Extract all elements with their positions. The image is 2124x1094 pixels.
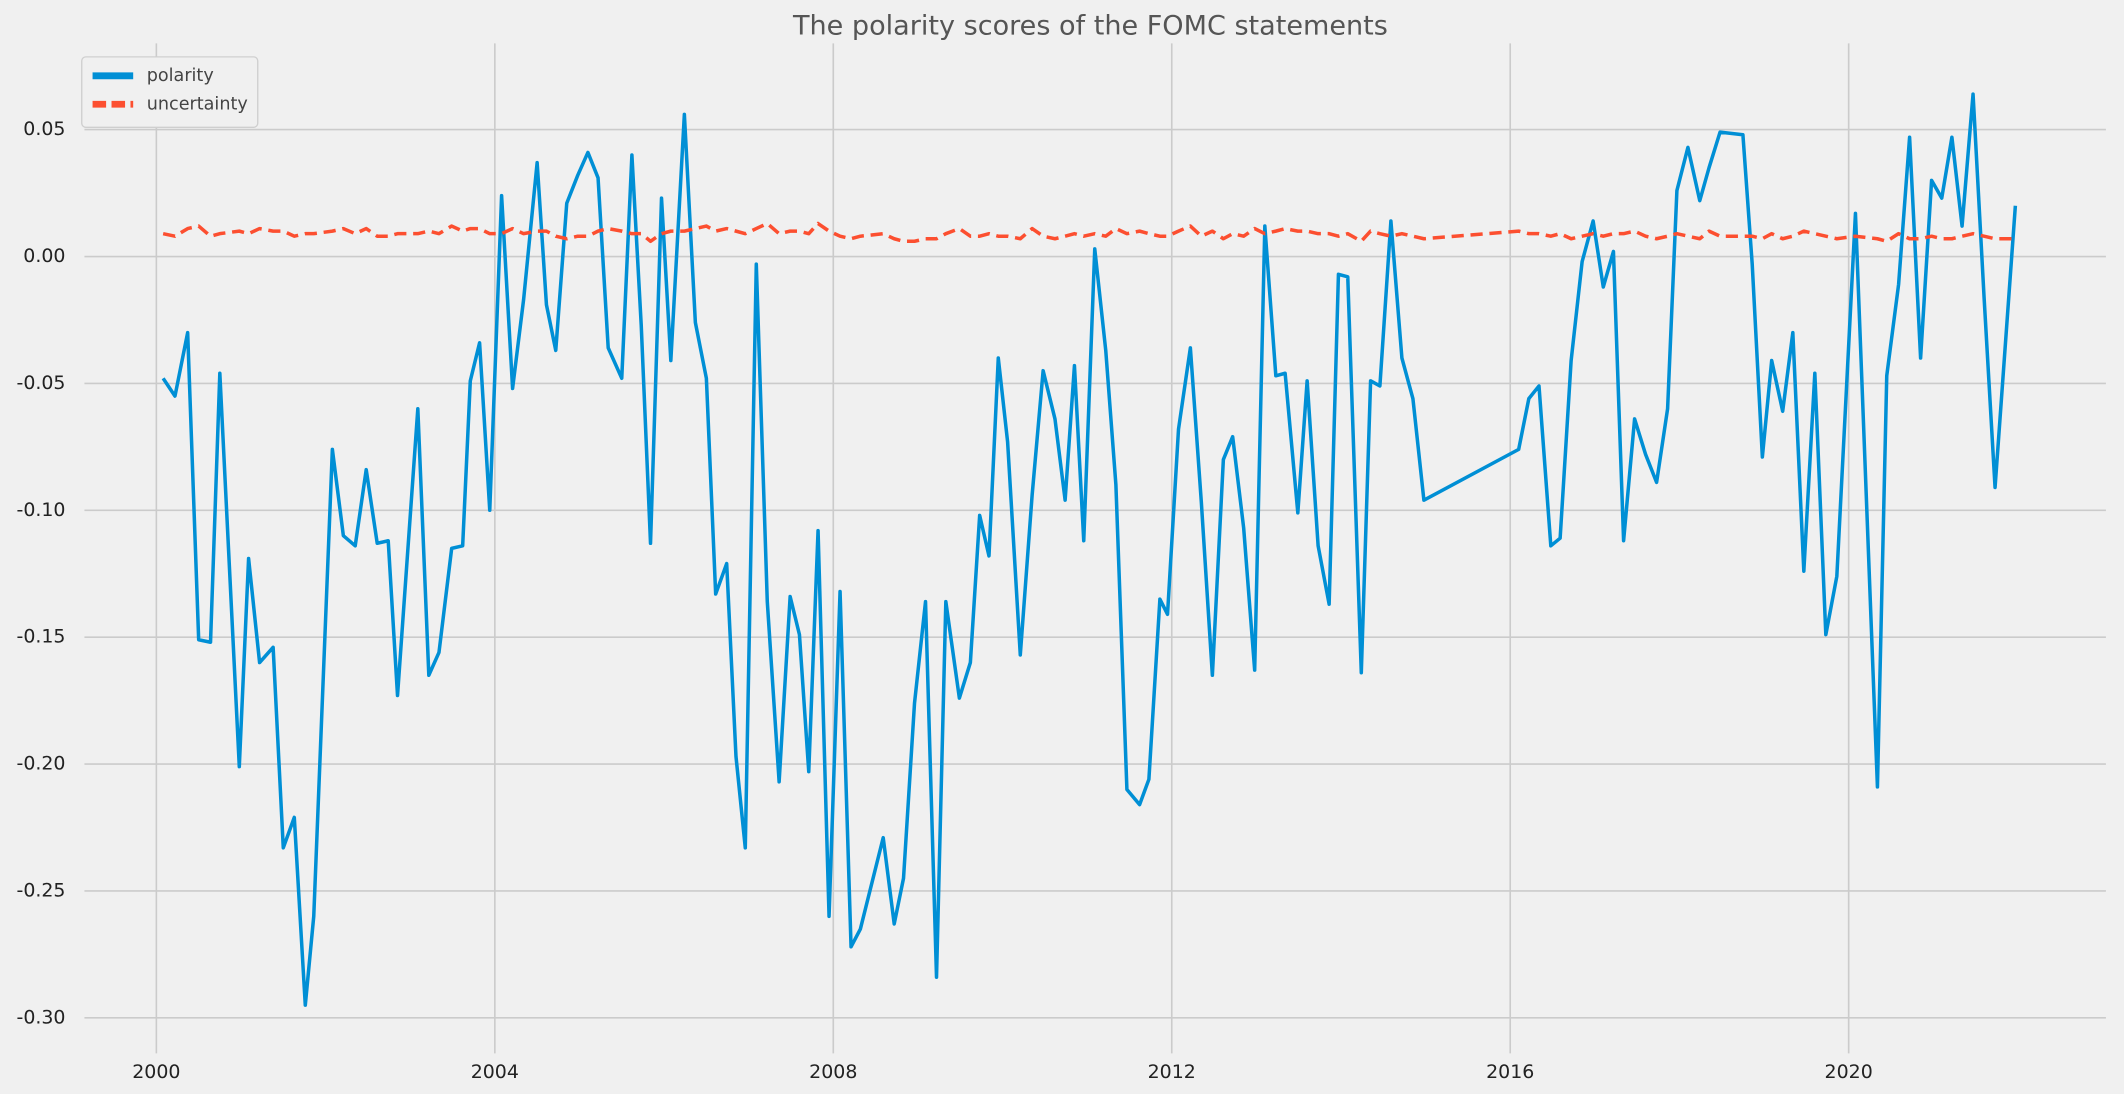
series-line [162, 221, 2016, 244]
y-tick-label: -0.05 [16, 372, 65, 394]
x-tick-label: 2016 [1486, 1061, 1534, 1083]
legend-label: polarity [147, 66, 214, 86]
series-line [161, 92, 2018, 1007]
y-tick-label: -0.25 [16, 879, 65, 901]
legend: polarity uncertainty [81, 56, 259, 128]
y-tick-label: -0.30 [16, 1006, 65, 1028]
x-tick-label: 2008 [809, 1061, 857, 1083]
x-tick-label: 2000 [132, 1061, 180, 1083]
y-tick-label: -0.10 [16, 499, 65, 521]
chart-title: The polarity scores of the FOMC statemen… [792, 11, 1388, 42]
legend-label: uncertainty [147, 94, 248, 114]
x-tick-label: 2020 [1825, 1061, 1873, 1083]
y-tick-label: -0.20 [16, 753, 65, 775]
x-tick-label: 2012 [1148, 1061, 1196, 1083]
x-tick-label: 2004 [471, 1061, 519, 1083]
y-tick-label: -0.15 [16, 626, 65, 648]
y-tick-label: 0.05 [23, 118, 65, 140]
y-tick-label: 0.00 [23, 245, 65, 267]
